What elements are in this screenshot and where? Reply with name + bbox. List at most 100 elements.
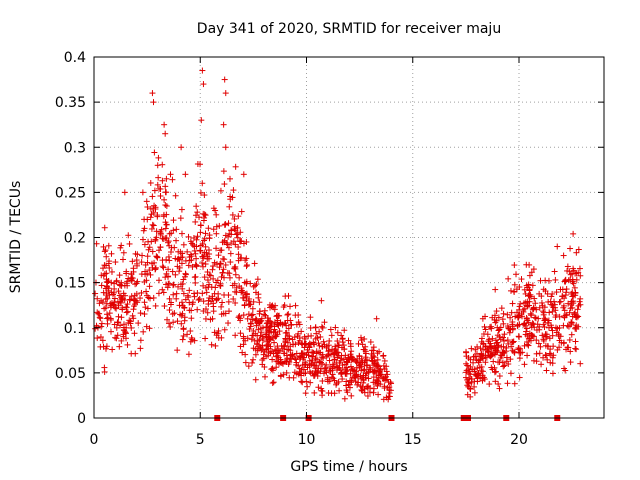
data-point-1371 — [297, 353, 304, 360]
data-point-658 — [116, 272, 123, 279]
data-point-1700 — [493, 340, 500, 347]
data-point-948 — [540, 336, 547, 343]
data-point-264 — [178, 260, 185, 267]
data-point-1840 — [278, 359, 285, 366]
data-point-674 — [557, 298, 564, 305]
data-point-774 — [150, 222, 157, 229]
data-point-360 — [149, 248, 156, 255]
data-point-1256 — [218, 334, 225, 341]
data-point-944 — [131, 292, 138, 299]
data-point-1245 — [363, 362, 370, 369]
data-point-1762 — [525, 319, 532, 326]
data-point-1050 — [362, 343, 369, 350]
data-point-1560 — [530, 333, 537, 340]
data-point-1354 — [493, 317, 500, 324]
data-point-1407 — [245, 363, 252, 370]
data-point-1390 — [506, 329, 513, 336]
data-point-1752 — [361, 335, 368, 342]
data-point-1138 — [108, 268, 115, 275]
data-point-1429 — [186, 287, 193, 294]
data-point-1474 — [335, 364, 342, 371]
data-point-1802 — [474, 378, 481, 385]
data-point-252 — [253, 281, 260, 288]
data-point-398 — [345, 337, 352, 344]
data-point-1198 — [500, 310, 507, 317]
data-point-198 — [236, 274, 243, 281]
data-point-1186 — [329, 346, 336, 353]
data-point-1876 — [530, 266, 537, 273]
data-point-140 — [188, 315, 195, 322]
data-point-294 — [568, 331, 575, 338]
data-point-84 — [374, 356, 381, 363]
data-point-1516 — [516, 303, 523, 310]
data-point-580 — [163, 175, 170, 182]
data-point-1777 — [304, 364, 311, 371]
data-point-834 — [161, 196, 168, 203]
data-point-397 — [97, 315, 104, 322]
data-point-1433 — [477, 345, 484, 352]
data-point-1283 — [230, 295, 237, 302]
data-point-336 — [478, 335, 485, 342]
data-point-999 — [204, 309, 211, 316]
data-point-784 — [177, 215, 184, 222]
data-point-30 — [269, 356, 276, 363]
data-point-563 — [100, 265, 107, 272]
data-point-933 — [218, 273, 225, 280]
data-point-267 — [221, 274, 228, 281]
data-point-320 — [112, 259, 119, 266]
data-point-1122 — [537, 343, 544, 350]
data-point-1013 — [361, 389, 368, 396]
data-point-610 — [565, 300, 572, 307]
data-point-1124 — [564, 344, 571, 351]
data-point-122 — [549, 370, 556, 377]
data-point-910 — [542, 351, 549, 358]
data-point-1857 — [200, 81, 207, 88]
data-point-1389 — [471, 366, 478, 373]
data-point-1664 — [502, 348, 509, 355]
data-point-1636 — [519, 313, 526, 320]
y-tick-label-0: 0 — [77, 411, 86, 427]
data-point-263 — [213, 230, 220, 237]
data-point-1498 — [157, 231, 164, 238]
data-point-1638 — [568, 321, 575, 328]
data-point-414 — [143, 288, 150, 295]
data-point-1072 — [145, 246, 152, 253]
data-point-1102 — [539, 332, 546, 339]
data-point-1195 — [567, 359, 574, 366]
data-point-1027 — [180, 332, 187, 339]
data-point-1532 — [489, 350, 496, 357]
data-point-1141 — [170, 282, 177, 289]
data-point-1687 — [132, 301, 139, 308]
data-point-1793 — [574, 306, 581, 313]
data-point-1382 — [129, 275, 136, 282]
data-point-1161 — [258, 329, 265, 336]
data-point-976 — [576, 265, 583, 272]
data-point-1123 — [178, 230, 185, 237]
data-point-1366 — [356, 353, 363, 360]
data-point-201 — [139, 236, 146, 243]
data-point-1570 — [571, 284, 578, 291]
data-point-1772 — [202, 212, 209, 219]
data-point-1566 — [227, 259, 234, 266]
data-point-310 — [328, 332, 335, 339]
data-point-1647 — [178, 312, 185, 319]
data-point-1599 — [365, 368, 372, 375]
data-point-806 — [132, 281, 139, 288]
data-point-1082 — [94, 309, 101, 316]
data-point-376 — [103, 270, 110, 277]
data-point-1693 — [206, 271, 213, 278]
data-point-951 — [248, 312, 255, 319]
data-point-865 — [542, 277, 549, 284]
data-point-626 — [192, 250, 199, 257]
data-point-328 — [141, 225, 148, 232]
data-point-1353 — [285, 361, 292, 368]
data-point-1272 — [138, 271, 145, 278]
data-point-1539 — [511, 281, 518, 288]
data-point-655 — [144, 203, 151, 210]
data-point-820 — [282, 336, 289, 343]
data-point-1713 — [207, 316, 214, 323]
data-point-1790 — [362, 348, 369, 355]
data-point-1584 — [210, 300, 217, 307]
data-point-1473 — [370, 374, 377, 381]
